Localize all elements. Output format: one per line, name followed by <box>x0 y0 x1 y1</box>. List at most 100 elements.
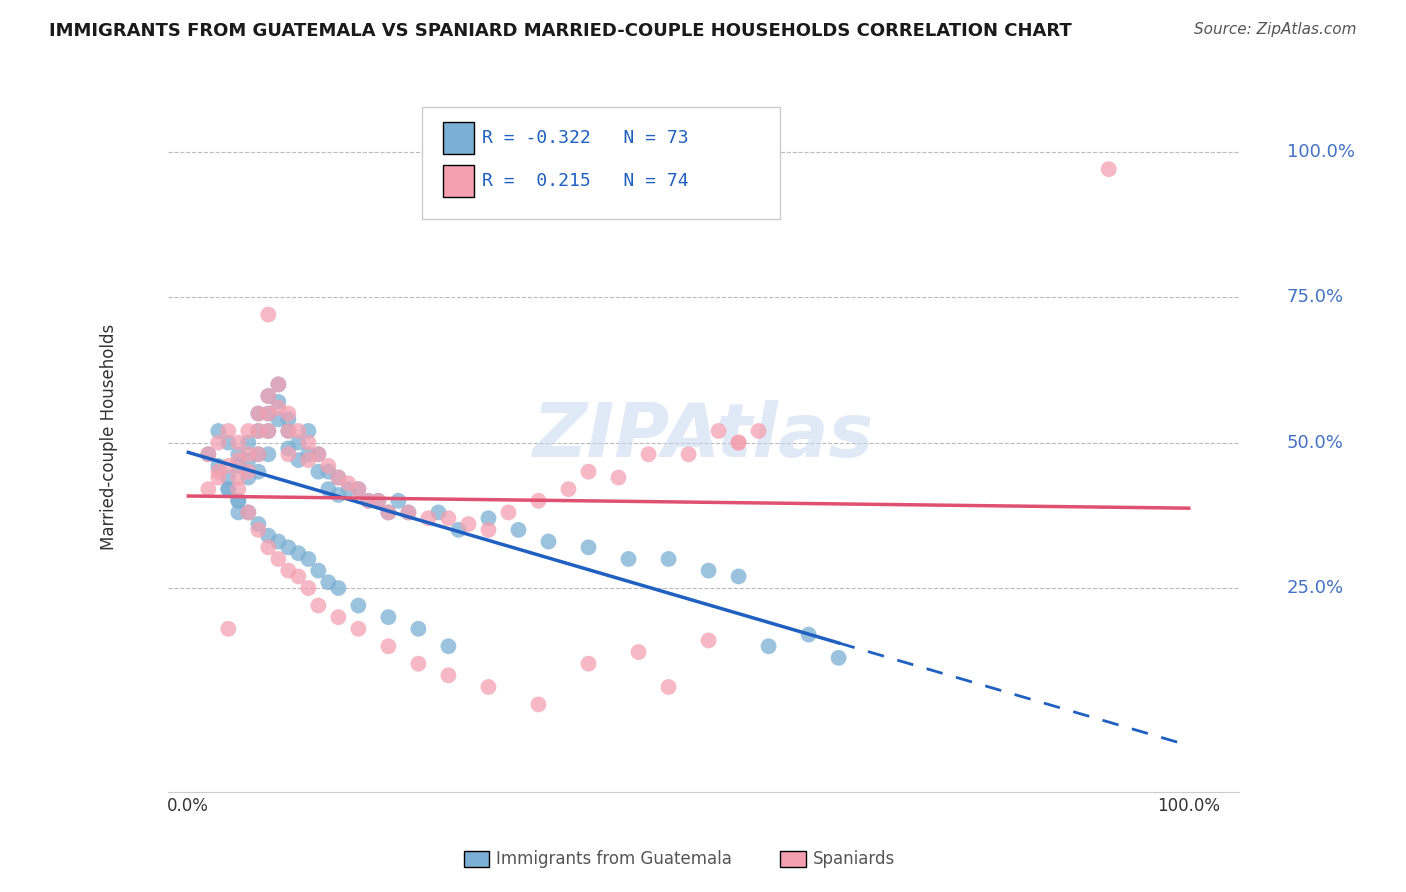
Point <box>228 493 250 508</box>
Point <box>607 470 630 484</box>
Point <box>377 610 399 624</box>
Point <box>277 447 299 461</box>
Point <box>238 435 260 450</box>
Point <box>396 505 419 519</box>
Point <box>287 569 309 583</box>
Point <box>337 476 360 491</box>
Point <box>307 599 329 613</box>
Point <box>457 517 479 532</box>
Point <box>328 470 350 484</box>
Point <box>508 523 530 537</box>
Point <box>537 534 560 549</box>
Point <box>318 458 340 473</box>
Point <box>578 657 600 671</box>
Point <box>238 447 260 461</box>
Point <box>297 424 319 438</box>
Point <box>228 493 250 508</box>
Point <box>247 407 270 421</box>
Point <box>197 447 219 461</box>
Text: ZIPAtlas: ZIPAtlas <box>533 401 875 474</box>
Point <box>447 523 470 537</box>
Point <box>697 564 720 578</box>
Point <box>307 447 329 461</box>
Point <box>318 575 340 590</box>
Point <box>228 435 250 450</box>
Point <box>297 435 319 450</box>
Point <box>408 657 430 671</box>
Point <box>477 511 499 525</box>
Point <box>277 407 299 421</box>
Point <box>318 482 340 496</box>
Text: 50.0%: 50.0% <box>1286 434 1344 451</box>
Point <box>257 389 280 403</box>
Point <box>277 442 299 456</box>
Point <box>328 610 350 624</box>
Point <box>217 622 239 636</box>
Point <box>637 447 659 461</box>
Point <box>287 424 309 438</box>
Point <box>758 639 780 653</box>
Point <box>217 470 239 484</box>
Text: Source: ZipAtlas.com: Source: ZipAtlas.com <box>1194 22 1357 37</box>
Point <box>267 534 290 549</box>
Point <box>238 505 260 519</box>
Point <box>307 564 329 578</box>
Point <box>748 424 770 438</box>
Point <box>337 482 360 496</box>
Point <box>377 505 399 519</box>
Point <box>827 651 849 665</box>
Text: Immigrants from Guatemala: Immigrants from Guatemala <box>496 850 733 868</box>
Text: 25.0%: 25.0% <box>1286 579 1344 597</box>
Point <box>287 453 309 467</box>
Point <box>297 552 319 566</box>
Point <box>328 470 350 484</box>
Point <box>277 424 299 438</box>
Point <box>257 541 280 555</box>
Point <box>387 493 409 508</box>
Point <box>257 308 280 322</box>
Point <box>408 622 430 636</box>
Point <box>257 424 280 438</box>
Point <box>247 465 270 479</box>
Text: Married-couple Households: Married-couple Households <box>100 324 118 550</box>
Point <box>217 424 239 438</box>
Point <box>197 447 219 461</box>
Point <box>727 435 749 450</box>
Point <box>657 552 679 566</box>
Point <box>287 435 309 450</box>
Point <box>328 581 350 595</box>
Point <box>267 377 290 392</box>
Point <box>247 447 270 461</box>
Point <box>238 470 260 484</box>
Point <box>238 424 260 438</box>
Point <box>657 680 679 694</box>
Point <box>1098 162 1121 177</box>
Point <box>228 453 250 467</box>
Point <box>307 465 329 479</box>
Point <box>238 453 260 467</box>
Point <box>797 627 820 641</box>
Text: IMMIGRANTS FROM GUATEMALA VS SPANIARD MARRIED-COUPLE HOUSEHOLDS CORRELATION CHAR: IMMIGRANTS FROM GUATEMALA VS SPANIARD MA… <box>49 22 1071 40</box>
Point <box>477 680 499 694</box>
Point <box>357 493 380 508</box>
Point <box>277 541 299 555</box>
Point <box>498 505 520 519</box>
Text: Spaniards: Spaniards <box>813 850 894 868</box>
Point <box>257 447 280 461</box>
Point <box>247 424 270 438</box>
Point <box>347 599 370 613</box>
Point <box>217 458 239 473</box>
Point <box>257 407 280 421</box>
Point <box>357 493 380 508</box>
Point <box>257 407 280 421</box>
Point <box>297 581 319 595</box>
Point <box>396 505 419 519</box>
Point <box>267 412 290 426</box>
Point <box>217 435 239 450</box>
Point <box>228 470 250 484</box>
Point <box>578 465 600 479</box>
Point <box>678 447 700 461</box>
Point <box>697 633 720 648</box>
Point <box>247 424 270 438</box>
Point <box>307 447 329 461</box>
